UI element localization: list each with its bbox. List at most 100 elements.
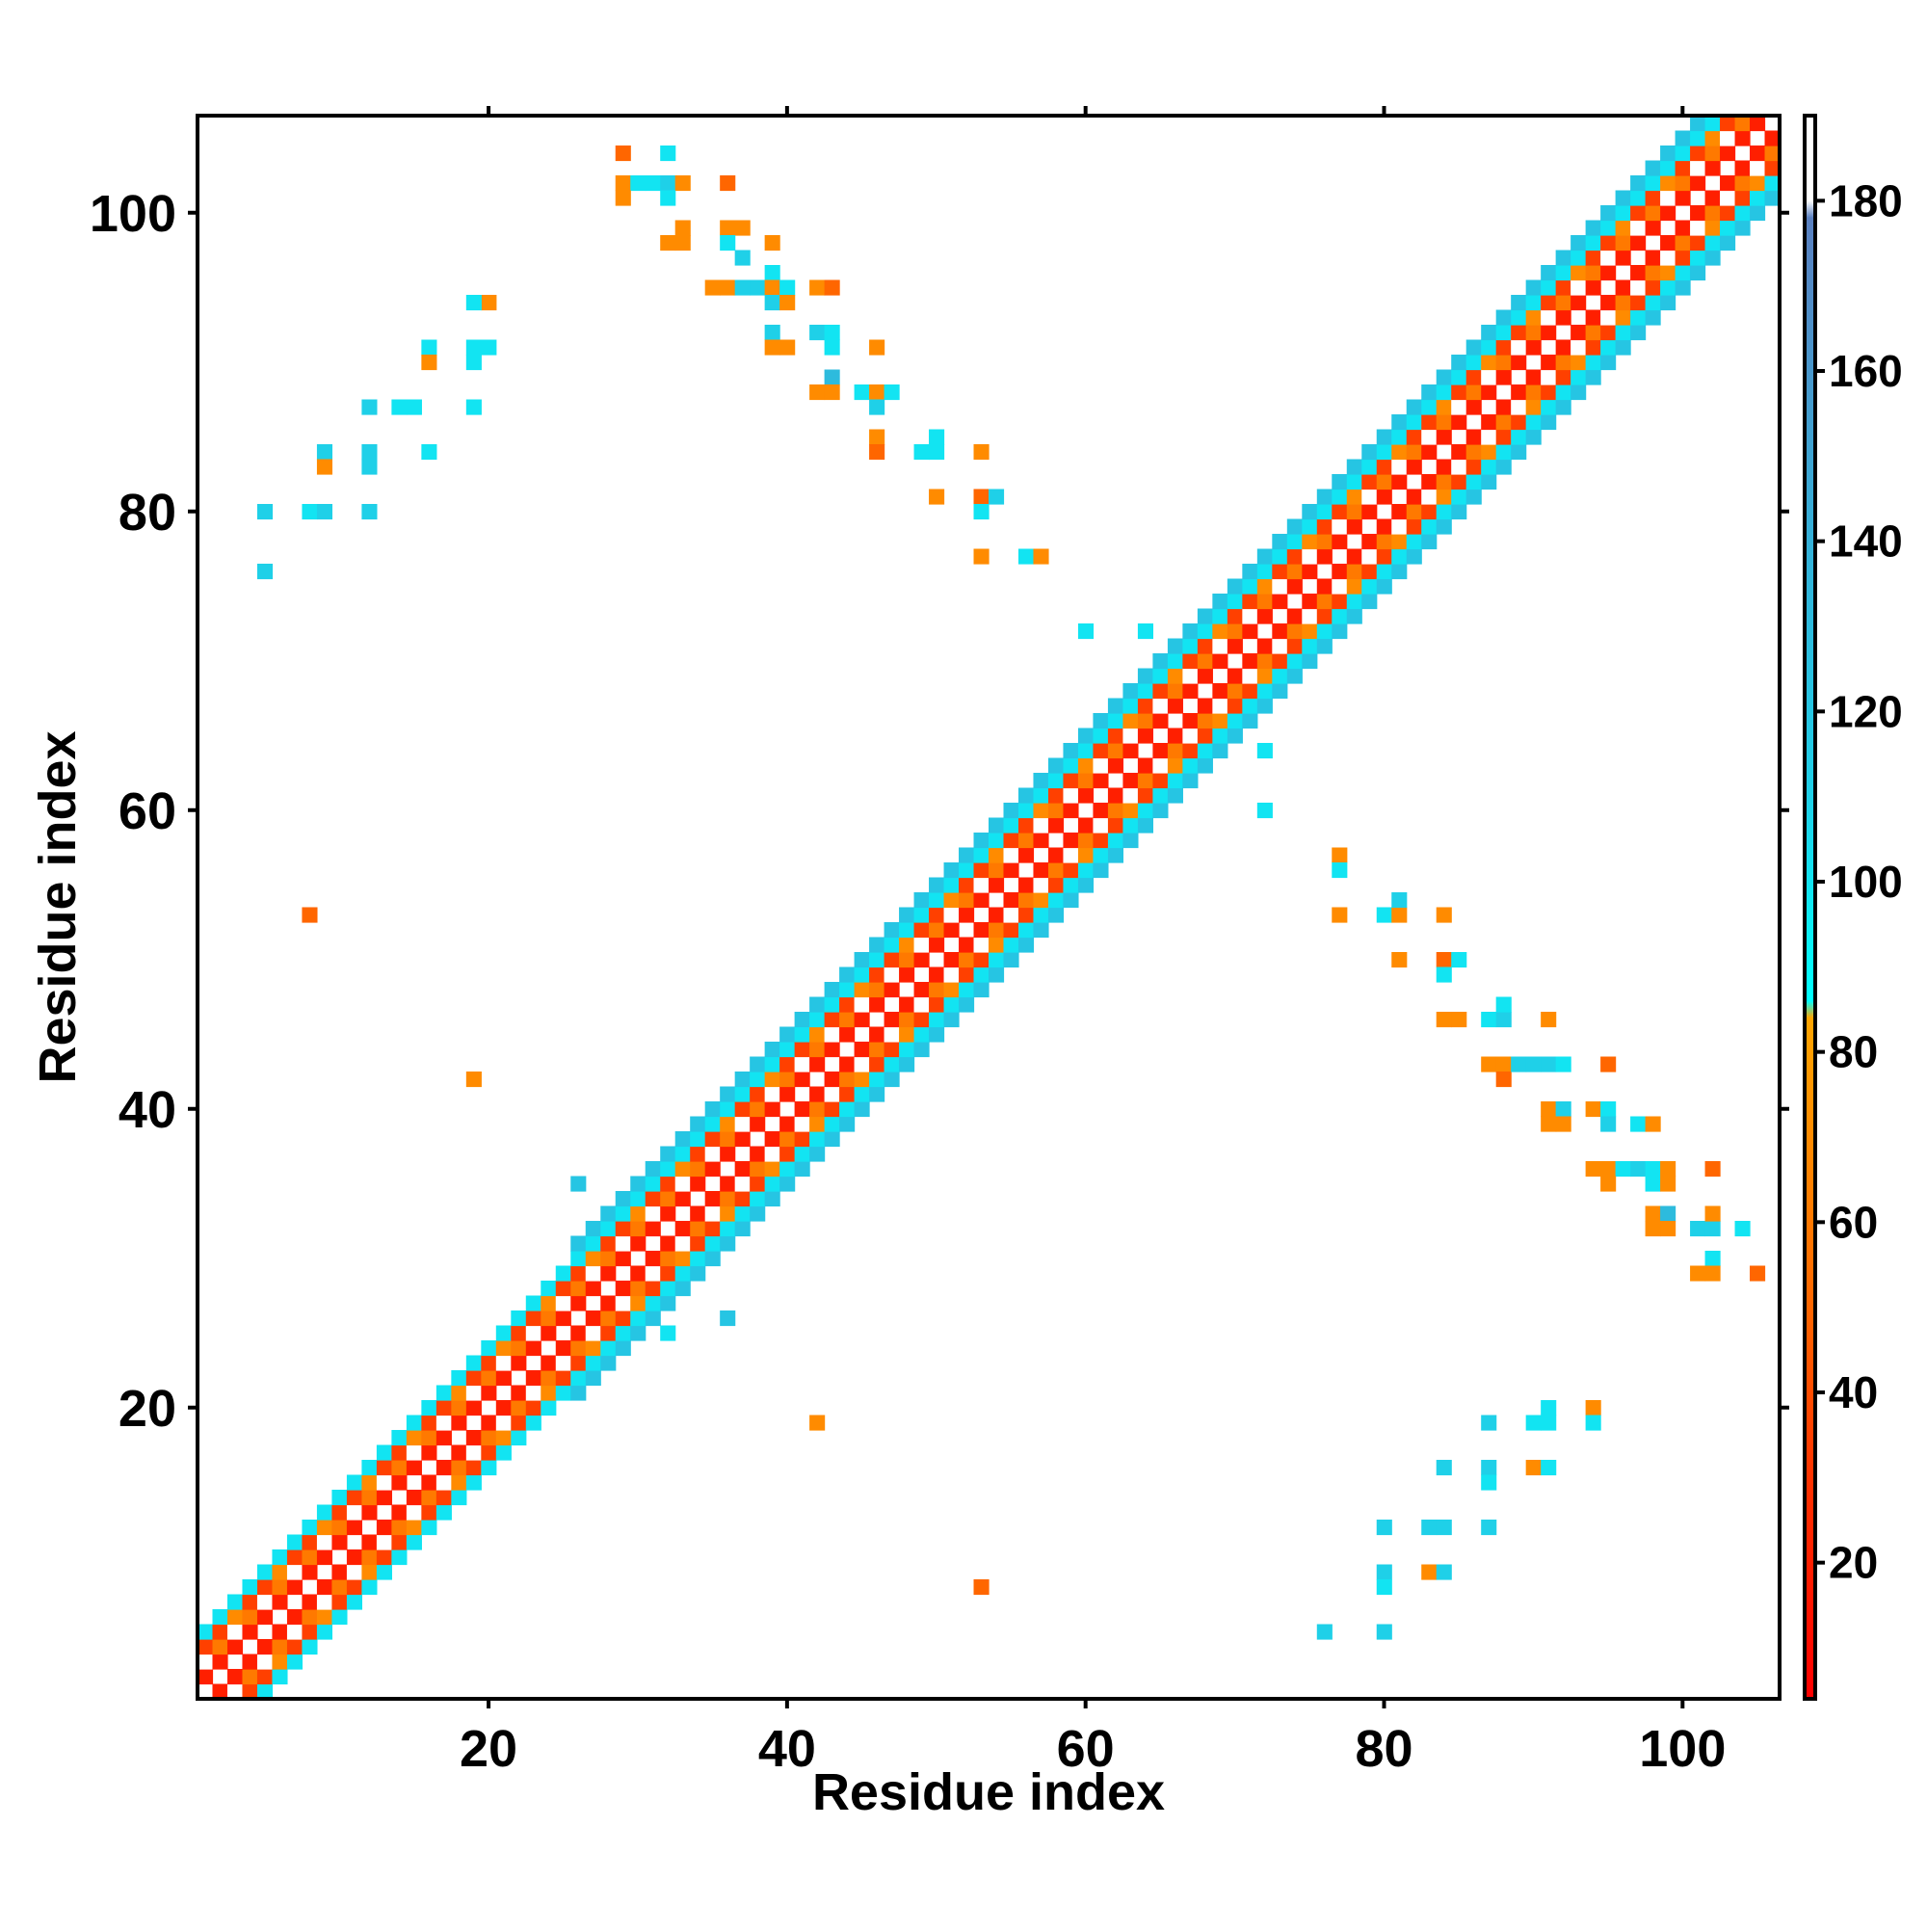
heatmap-cell xyxy=(406,1430,422,1446)
heatmap-cell xyxy=(1495,459,1512,475)
heatmap-cell xyxy=(406,1444,422,1461)
heatmap-cell xyxy=(959,996,975,1013)
heatmap-cell xyxy=(1167,728,1183,744)
heatmap-cell xyxy=(1107,817,1124,834)
heatmap-cell xyxy=(1481,1056,1497,1072)
heatmap-cell xyxy=(406,1534,422,1550)
heatmap-cell xyxy=(1511,339,1527,356)
heatmap-cell xyxy=(1704,205,1721,222)
heatmap-cell xyxy=(436,1490,452,1506)
heatmap-cell xyxy=(959,982,975,998)
heatmap-cell xyxy=(1003,847,1019,863)
heatmap-cell xyxy=(1541,279,1557,296)
heatmap-cell xyxy=(1406,518,1422,535)
heatmap-cell xyxy=(720,1146,736,1162)
heatmap-cell xyxy=(645,1221,661,1237)
heatmap-cell xyxy=(1764,146,1781,162)
heatmap-cell xyxy=(1465,384,1482,401)
heatmap-cell xyxy=(764,1072,780,1088)
heatmap-cell xyxy=(1122,833,1139,849)
heatmap-cell xyxy=(1465,429,1482,445)
heatmap-cell xyxy=(1571,355,1587,371)
heatmap-cell xyxy=(839,1026,856,1043)
heatmap-cell xyxy=(1600,1116,1617,1132)
heatmap-cell xyxy=(525,1310,541,1327)
heatmap-cell xyxy=(824,369,840,385)
heatmap-cell xyxy=(226,1609,244,1626)
heatmap-cell xyxy=(481,1355,497,1371)
heatmap-cell xyxy=(645,175,661,192)
heatmap-cell xyxy=(1033,862,1049,879)
heatmap-cell xyxy=(1122,787,1139,804)
heatmap-cell xyxy=(750,1116,766,1132)
plot-frame xyxy=(196,114,1782,1701)
heatmap-cell xyxy=(1615,220,1631,236)
heatmap-cell xyxy=(1421,384,1438,401)
heatmap-cell xyxy=(1017,877,1035,893)
heatmap-cell xyxy=(1525,429,1542,445)
heatmap-cell xyxy=(690,1146,706,1162)
heatmap-cell xyxy=(750,1056,766,1072)
heatmap-cell xyxy=(451,1400,467,1416)
heatmap-cell xyxy=(331,1564,348,1580)
heatmap-cell xyxy=(1764,190,1781,206)
heatmap-cell xyxy=(764,339,780,356)
x-tick-label: 100 xyxy=(1639,1720,1726,1778)
heatmap-cell xyxy=(1645,190,1661,206)
heatmap-cell xyxy=(973,877,990,893)
heatmap-cell xyxy=(1571,265,1587,281)
heatmap-cell xyxy=(1227,698,1243,714)
heatmap-cell xyxy=(272,1654,288,1670)
heatmap-cell xyxy=(869,399,885,415)
heatmap-cell xyxy=(704,1146,721,1162)
heatmap-cell xyxy=(809,1415,826,1431)
heatmap-cell xyxy=(555,1385,571,1401)
heatmap-cell xyxy=(495,1355,512,1371)
heatmap-cell xyxy=(1212,594,1228,610)
heatmap-cell xyxy=(1511,414,1527,431)
heatmap-cell xyxy=(973,847,990,863)
heatmap-cell xyxy=(1615,235,1631,251)
heatmap-cell xyxy=(286,1639,304,1655)
heatmap-cell xyxy=(1332,862,1348,879)
heatmap-cell xyxy=(734,1221,751,1237)
heatmap-cell xyxy=(720,1235,736,1252)
heatmap-cell xyxy=(1033,833,1049,849)
heatmap-cell xyxy=(1690,220,1706,236)
heatmap-cell xyxy=(1451,399,1467,415)
heatmap-cell xyxy=(1063,847,1079,863)
heatmap-cell xyxy=(391,399,408,415)
heatmap-cell xyxy=(495,1415,512,1431)
heatmap-cell xyxy=(555,1295,571,1311)
heatmap-cell xyxy=(824,1101,840,1118)
heatmap-cell xyxy=(854,966,870,983)
heatmap-cell xyxy=(1481,1460,1497,1476)
heatmap-cell xyxy=(1316,1624,1333,1640)
heatmap-cell xyxy=(1316,534,1333,550)
heatmap-cell xyxy=(272,1549,288,1566)
heatmap-cell xyxy=(1585,1415,1601,1431)
heatmap-cell xyxy=(481,1460,497,1476)
heatmap-cell xyxy=(1406,534,1422,550)
heatmap-cell xyxy=(794,1042,810,1058)
heatmap-cell xyxy=(525,1400,541,1416)
heatmap-cell xyxy=(1660,175,1676,192)
heatmap-cell xyxy=(511,1430,527,1446)
heatmap-cell xyxy=(660,1161,676,1178)
heatmap-cell xyxy=(331,1520,348,1536)
heatmap-cell xyxy=(764,279,780,296)
heatmap-cell xyxy=(511,1340,527,1357)
heatmap-cell xyxy=(585,1370,601,1387)
heatmap-cell xyxy=(989,877,1005,893)
heatmap-cell xyxy=(1256,698,1273,714)
heatmap-cell xyxy=(1197,757,1213,774)
heatmap-cell xyxy=(943,966,960,983)
colorbar-tick-label: 160 xyxy=(1829,346,1903,396)
heatmap-cell xyxy=(1421,429,1438,445)
heatmap-cell xyxy=(1630,325,1647,341)
heatmap-cell xyxy=(1272,594,1288,610)
heatmap-cell xyxy=(1332,907,1348,923)
heatmap-cell xyxy=(1541,1415,1557,1431)
heatmap-cell xyxy=(913,996,930,1013)
heatmap-cell xyxy=(1122,817,1139,834)
